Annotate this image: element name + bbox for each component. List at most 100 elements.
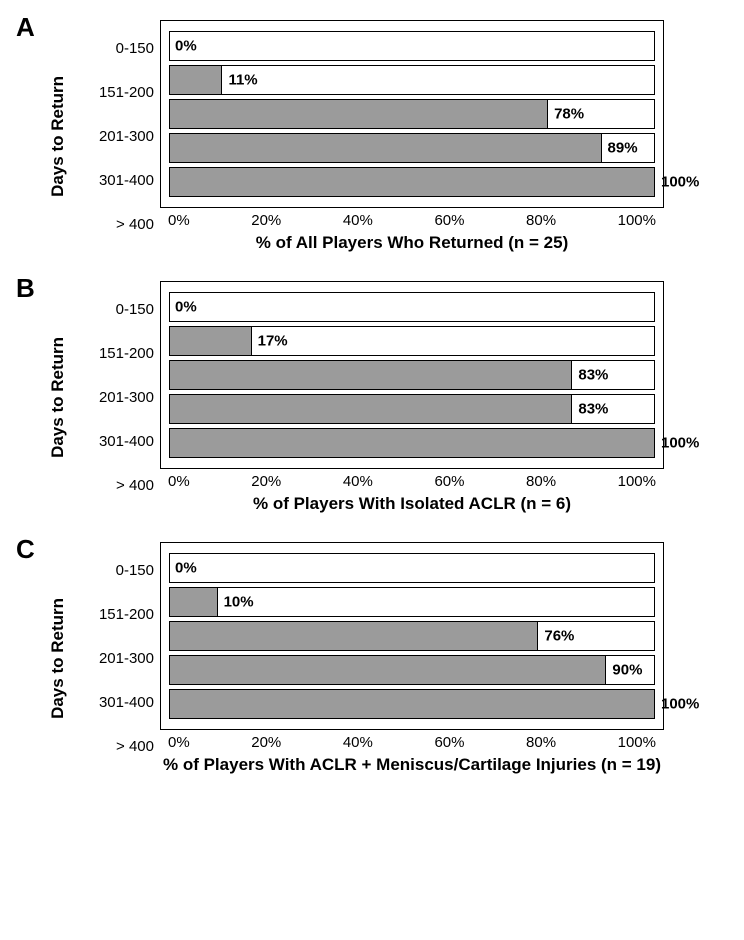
x-tick-label: 40%	[343, 473, 373, 490]
bar-value-label: 83%	[578, 401, 608, 418]
x-axis-label: % of Players With ACLR + Meniscus/Cartil…	[160, 755, 664, 775]
bar-row: 90%	[169, 655, 655, 685]
panel-letter: B	[16, 273, 35, 304]
x-tick-label: 20%	[251, 734, 281, 751]
x-tick-label: 80%	[526, 734, 556, 751]
bar-fill	[169, 587, 218, 617]
chart-wrap: Days to Return0-150151-200201-300301-400…	[48, 20, 724, 253]
bar-row: 83%	[169, 360, 655, 390]
y-tick-label: 0-150	[116, 563, 154, 578]
bar-background	[169, 553, 655, 583]
bar-fill	[169, 360, 572, 390]
bar-value-label: 90%	[612, 662, 642, 679]
x-axis-label: % of All Players Who Returned (n = 25)	[160, 233, 664, 253]
y-tick-column: 0-150 151-200 201-300 301-400 > 400	[76, 281, 160, 514]
bar-value-label: 0%	[175, 38, 197, 55]
plot-area: 0% 10% 76% 90% 100%	[160, 542, 664, 730]
bar-fill	[169, 655, 606, 685]
x-tick-label: 0%	[168, 212, 190, 229]
bar-row: 100%	[169, 689, 655, 719]
bar-background	[169, 292, 655, 322]
bar-row: 0%	[169, 553, 655, 583]
bar-value-label: 89%	[608, 140, 638, 157]
x-tick-label: 80%	[526, 473, 556, 490]
x-axis-ticks: 0% 20% 40% 60% 80% 100%	[168, 473, 656, 490]
bar-row: 17%	[169, 326, 655, 356]
panel-letter: A	[16, 12, 35, 43]
x-tick-label: 40%	[343, 734, 373, 751]
bar-fill	[169, 428, 655, 458]
y-axis-label: Days to Return	[48, 598, 68, 719]
bar-value-label: 11%	[228, 72, 257, 89]
bar-row: 100%	[169, 428, 655, 458]
bar-value-label: 78%	[554, 106, 584, 123]
panel-a: ADays to Return0-150151-200201-300301-40…	[20, 20, 724, 253]
panel-b: BDays to Return0-150151-200201-300301-40…	[20, 281, 724, 514]
bar-value-label: 0%	[175, 560, 197, 577]
bar-fill	[169, 133, 602, 163]
y-tick-label: 151-200	[99, 346, 154, 361]
bar-value-label: 76%	[544, 628, 574, 645]
x-tick-label: 100%	[618, 734, 656, 751]
x-axis-ticks: 0% 20% 40% 60% 80% 100%	[168, 212, 656, 229]
chart-wrap: Days to Return 0-150 151-200 201-300 301-400…	[48, 542, 724, 775]
bar-row: 0%	[169, 292, 655, 322]
x-tick-label: 40%	[343, 212, 373, 229]
y-tick-label: 0-150	[116, 41, 154, 56]
bar-value-label: 17%	[258, 333, 288, 350]
x-tick-label: 20%	[251, 212, 281, 229]
bar-fill	[169, 621, 538, 651]
y-tick-label: 151-200	[99, 607, 154, 622]
chart-wrap: Days to Return 0-150 151-200 201-300 301-400…	[48, 281, 724, 514]
x-axis-ticks: 0% 20% 40% 60% 80% 100%	[168, 734, 656, 751]
panel-letter: C	[16, 534, 35, 565]
y-tick-label: 201-300	[99, 390, 154, 405]
bar-fill	[169, 99, 548, 129]
bar-fill	[169, 394, 572, 424]
y-axis-label: Days to Return	[48, 337, 68, 458]
bar-fill	[169, 167, 655, 197]
bar-value-label: 100%	[661, 174, 699, 191]
panel-c: CDays to Return0-150151-200201-300301-40…	[20, 542, 724, 775]
y-tick-label: > 400	[116, 478, 154, 493]
y-tick-label: 201-300	[99, 651, 154, 666]
x-tick-label: 20%	[251, 473, 281, 490]
x-tick-label: 0%	[168, 473, 190, 490]
plot-area: 0% 17% 83% 83% 100%	[160, 281, 664, 469]
x-tick-label: 80%	[526, 212, 556, 229]
bar-fill	[169, 65, 222, 95]
bar-row: 83%	[169, 394, 655, 424]
x-tick-label: 60%	[434, 734, 464, 751]
bar-row: 0%	[169, 31, 655, 61]
y-axis-label: Days to Return	[48, 76, 68, 197]
bar-fill	[169, 689, 655, 719]
bar-row: 11%	[169, 65, 655, 95]
y-tick-label: > 400	[116, 739, 154, 754]
plot-column: 0% 10% 76% 90% 100% 0% 20% 40% 60% 80% 100% % of Pl…	[160, 542, 664, 775]
x-tick-label: 100%	[618, 212, 656, 229]
x-axis-label: % of Players With Isolated ACLR (n = 6)	[160, 494, 664, 514]
y-tick-label: 151-200	[99, 85, 154, 100]
bar-fill	[169, 326, 252, 356]
bar-value-label: 100%	[661, 696, 699, 713]
bar-value-label: 100%	[661, 435, 699, 452]
x-tick-label: 100%	[618, 473, 656, 490]
y-tick-label: 301-400	[99, 173, 154, 188]
figure-root: ADays to Return0-150151-200201-300301-40…	[20, 20, 724, 775]
bar-row: 100%	[169, 167, 655, 197]
plot-column: 0% 11% 78% 89% 100% 0% 20% 40% 60% 80% 100% % of Al…	[160, 20, 664, 253]
x-tick-label: 0%	[168, 734, 190, 751]
x-tick-label: 60%	[434, 473, 464, 490]
y-tick-label: 0-150	[116, 302, 154, 317]
bar-value-label: 10%	[224, 594, 254, 611]
bar-row: 76%	[169, 621, 655, 651]
y-tick-column: 0-150151-200201-300301-400> 400	[76, 20, 160, 253]
x-tick-label: 60%	[434, 212, 464, 229]
bar-value-label: 83%	[578, 367, 608, 384]
y-tick-label: 301-400	[99, 695, 154, 710]
bar-row: 89%	[169, 133, 655, 163]
y-tick-label: > 400	[116, 217, 154, 232]
plot-column: 0% 17% 83% 83% 100% 0% 20% 40% 60% 80% 100% % of Pl…	[160, 281, 664, 514]
y-tick-label: 301-400	[99, 434, 154, 449]
plot-area: 0% 11% 78% 89% 100%	[160, 20, 664, 208]
